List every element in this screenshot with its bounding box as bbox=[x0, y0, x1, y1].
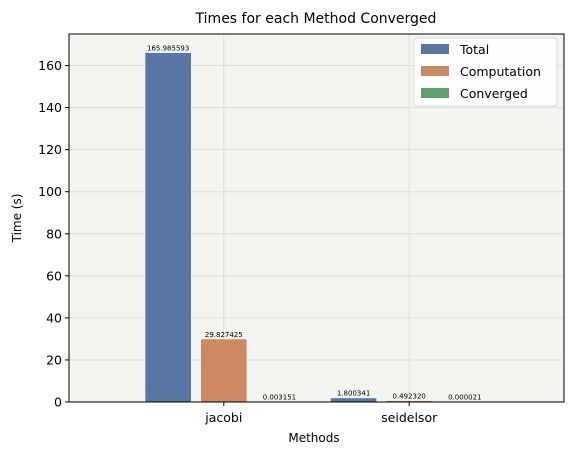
y-tick-label: 40 bbox=[46, 310, 62, 325]
legend-label-total: Total bbox=[459, 42, 489, 57]
legend-label-converged: Converged bbox=[460, 86, 528, 101]
y-tick-label: 100 bbox=[38, 184, 62, 199]
bar-value-label: 0.003151 bbox=[263, 393, 296, 401]
y-tick-label: 20 bbox=[46, 352, 62, 367]
bar-total-seidelsor bbox=[330, 398, 377, 402]
x-tick-label: seidelsor bbox=[381, 410, 438, 425]
bar-labels: 165.985593 29.827425 0.003151 1.800341 0.492… bbox=[147, 44, 481, 401]
legend-box bbox=[413, 37, 558, 107]
bar-computation-seidelsor bbox=[386, 400, 432, 402]
legend-swatch-total bbox=[421, 44, 449, 54]
x-axis: jacobi seidelsor bbox=[204, 402, 438, 425]
bar-value-label: 0.492320 bbox=[392, 392, 425, 400]
y-tick-label: 140 bbox=[38, 100, 62, 115]
bar-total-jacobi bbox=[145, 52, 191, 403]
chart-title: Times for each Method Converged bbox=[195, 11, 437, 27]
legend: Total Computation Converged bbox=[413, 37, 558, 107]
bar-value-label: 29.827425 bbox=[205, 331, 243, 339]
legend-swatch-converged bbox=[421, 88, 449, 98]
bar-computation-jacobi bbox=[201, 339, 247, 402]
bar-value-label: 1.800341 bbox=[337, 390, 370, 398]
plot-frame bbox=[68, 33, 565, 403]
x-tick-label: jacobi bbox=[204, 410, 242, 425]
y-axis-label: Time (s) bbox=[10, 194, 24, 244]
legend-label-computation: Computation bbox=[460, 64, 541, 79]
y-tick-label: 0 bbox=[54, 395, 62, 410]
x-axis-label: Methods bbox=[288, 431, 339, 445]
y-tick-label: 80 bbox=[46, 226, 62, 241]
bars bbox=[145, 52, 488, 403]
y-tick-label: 160 bbox=[38, 58, 62, 73]
bar-value-label: 0.000021 bbox=[448, 393, 481, 401]
legend-swatch-computation bbox=[421, 66, 449, 76]
bar-value-label: 165.985593 bbox=[147, 44, 189, 52]
y-tick-label: 120 bbox=[38, 142, 62, 157]
y-tick-label: 60 bbox=[46, 268, 62, 283]
y-axis: 0 20 40 60 80 100 120 140 160 bbox=[38, 58, 69, 410]
